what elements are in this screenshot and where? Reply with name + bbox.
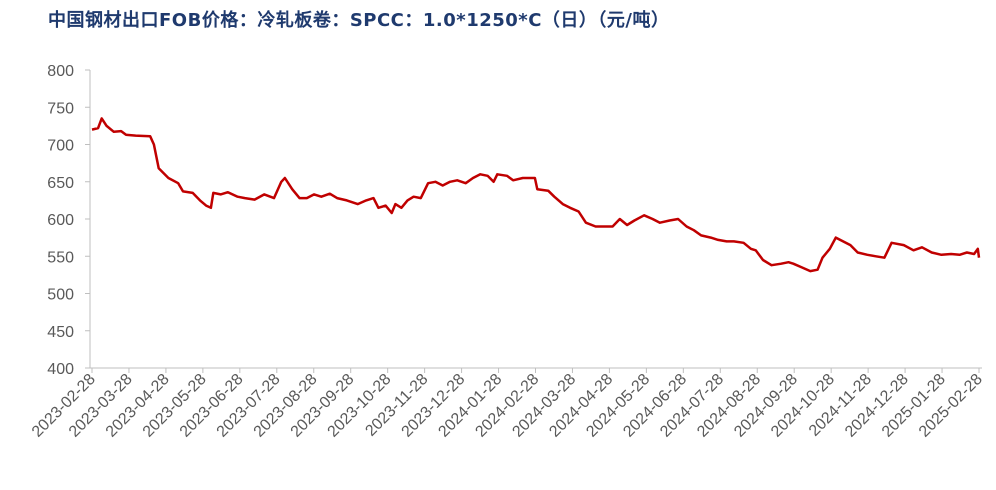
y-tick-label: 550 <box>47 249 74 266</box>
y-tick-label: 600 <box>47 212 74 229</box>
y-tick-label: 800 <box>47 63 74 80</box>
series-line <box>91 117 981 273</box>
y-tick-label: 400 <box>47 361 74 378</box>
y-tick-label: 700 <box>47 138 74 155</box>
y-tick-label: 650 <box>47 175 74 192</box>
y-tick-label: 500 <box>47 287 74 304</box>
y-tick-label: 450 <box>47 324 74 341</box>
y-tick-label: 750 <box>47 100 74 117</box>
y-axis: 400 450 500 550 600 650 700 750 800 <box>47 63 91 378</box>
chart-title: 中国钢材出口FOB价格：冷轧板卷：SPCC：1.0*1250*C（日）（元/吨） <box>48 10 670 31</box>
plot-area <box>91 117 981 273</box>
x-axis: 2023-02-282023-03-282023-04-282023-05-28… <box>29 367 986 441</box>
